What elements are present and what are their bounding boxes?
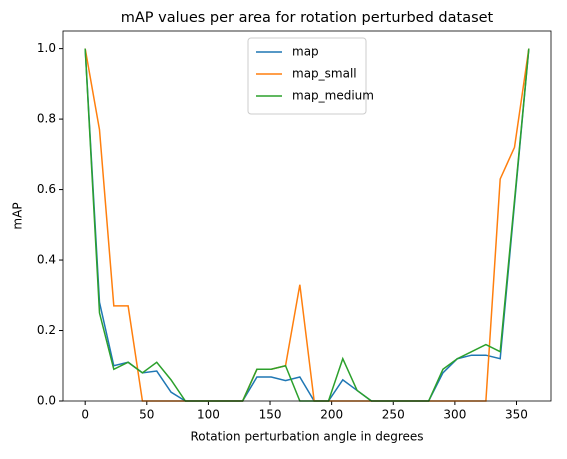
- y-tick-label: 0.4: [37, 253, 56, 267]
- x-axis-label: Rotation perturbation angle in degrees: [190, 430, 423, 444]
- y-tick-label: 1.0: [37, 41, 56, 55]
- plot-frame: [62, 30, 552, 402]
- y-tick-label: 0.8: [37, 112, 56, 126]
- x-tick-label: 350: [505, 408, 528, 422]
- x-tick-label: 0: [81, 408, 89, 422]
- x-tick-label: 250: [382, 408, 405, 422]
- x-tick-label: 200: [320, 408, 343, 422]
- y-axis-label: mAP: [11, 202, 25, 229]
- chart-title: mAP values per area for rotation perturb…: [121, 10, 494, 26]
- legend-label: map: [292, 45, 319, 59]
- x-tick-label: 300: [443, 408, 466, 422]
- x-tick-label: 50: [139, 408, 154, 422]
- x-tick-label: 150: [259, 408, 282, 422]
- y-tick-label: 0.2: [37, 323, 56, 337]
- legend-box: [247, 37, 367, 115]
- x-tick-label: 100: [197, 408, 220, 422]
- y-tick-label: 0.0: [37, 394, 56, 408]
- y-tick-label: 0.6: [37, 182, 56, 196]
- legend-label: map_medium: [292, 89, 374, 103]
- legend-label: map_small: [292, 67, 357, 81]
